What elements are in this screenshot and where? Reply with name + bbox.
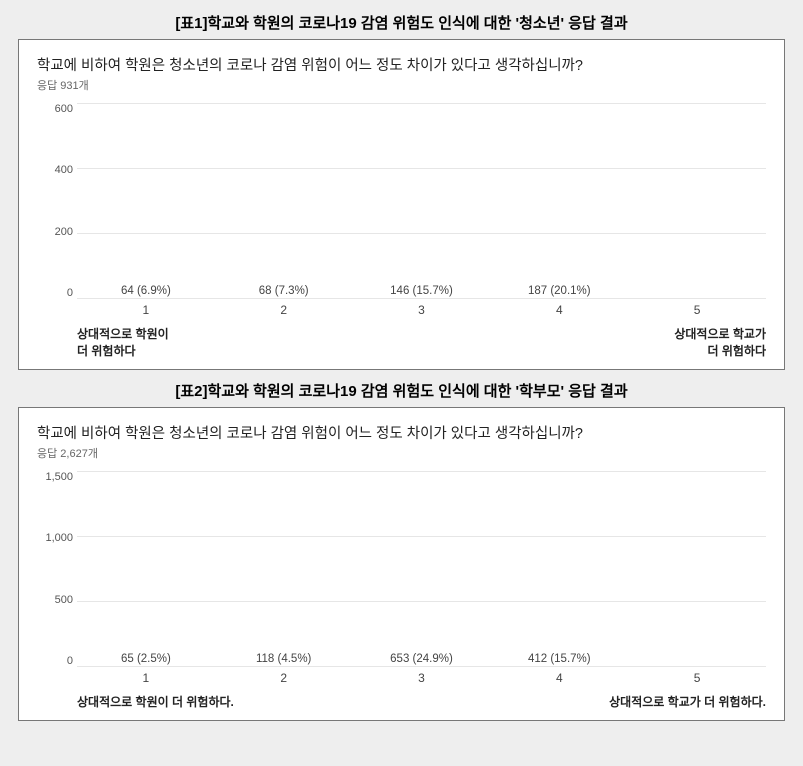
chart2-ytick: 1,000 xyxy=(37,532,73,544)
chart2-card: 학교에 비하여 학원은 청소년의 코로나 감염 위험이 어느 정도 차이가 있다… xyxy=(18,407,785,721)
chart2-bar-slot: 653 (24.9%) xyxy=(353,653,491,667)
chart2-xtick: 4 xyxy=(490,667,628,691)
chart2-xtick: 2 xyxy=(215,667,353,691)
chart1-xtick: 1 xyxy=(77,299,215,323)
chart1-plot-area: 0 200 400 600 64 (6.9%) 68 (7.3%) 146 (15.… xyxy=(37,103,766,323)
chart1-x-axis: 1 2 3 4 5 xyxy=(77,299,766,323)
chart1-card: 학교에 비하여 학원은 청소년의 코로나 감염 위험이 어느 정도 차이가 있다… xyxy=(18,39,785,370)
chart1-right-end-label: 상대적으로 학교가 더 위험하다 xyxy=(422,325,767,359)
chart1-xtick: 5 xyxy=(628,299,766,323)
chart1-ytick: 600 xyxy=(37,103,73,115)
chart2-xtick: 3 xyxy=(353,667,491,691)
chart1-ytick: 200 xyxy=(37,226,73,238)
chart1-ytick: 400 xyxy=(37,164,73,176)
chart1-title: [표1]학교와 학원의 코로나19 감염 위험도 인식에 대한 '청소년' 응답… xyxy=(0,12,803,33)
chart2-title: [표2]학교와 학원의 코로나19 감염 위험도 인식에 대한 '학부모' 응답… xyxy=(0,380,803,401)
chart2-bar-slot: 412 (15.7%) xyxy=(490,653,628,667)
chart1-bar-slot: 68 (7.3%) xyxy=(215,285,353,299)
chart2-bar-label: 653 (24.9%) xyxy=(390,653,453,665)
chart1-left-end-label: 상대적으로 학원이 더 위험하다 xyxy=(77,325,422,359)
chart1-bar-slot: 146 (15.7%) xyxy=(353,285,491,299)
chart2-end-labels: 상대적으로 학원이 더 위험하다. 상대적으로 학교가 더 위험하다. xyxy=(77,693,766,710)
chart1-plot: 64 (6.9%) 68 (7.3%) 146 (15.7%) 187 (20.1%)… xyxy=(77,103,766,323)
chart1-response-count: 응답 931개 xyxy=(37,77,766,93)
chart2-bar-label: 412 (15.7%) xyxy=(528,653,591,665)
chart2-plot: 65 (2.5%) 118 (4.5%) 653 (24.9%) 412 (15.7%… xyxy=(77,471,766,691)
chart2-bar-label: 118 (4.5%) xyxy=(256,653,311,665)
chart1-bar-slot: 64 (6.9%) xyxy=(77,285,215,299)
chart2-ytick: 0 xyxy=(37,655,73,667)
chart1-xtick: 2 xyxy=(215,299,353,323)
chart2-left-end-label: 상대적으로 학원이 더 위험하다. xyxy=(77,693,422,710)
chart2-bars: 65 (2.5%) 118 (4.5%) 653 (24.9%) 412 (15.7%… xyxy=(77,471,766,667)
chart1-xtick: 3 xyxy=(353,299,491,323)
chart2-right-end-label: 상대적으로 학교가 더 위험하다. xyxy=(422,693,767,710)
chart1-y-axis: 0 200 400 600 xyxy=(37,103,77,323)
chart1-end-labels: 상대적으로 학원이 더 위험하다 상대적으로 학교가 더 위험하다 xyxy=(77,325,766,359)
chart2-question: 학교에 비하여 학원은 청소년의 코로나 감염 위험이 어느 정도 차이가 있다… xyxy=(37,422,766,443)
chart1-bar-slot: 187 (20.1%) xyxy=(490,285,628,299)
chart1-xtick: 4 xyxy=(490,299,628,323)
chart2-ytick: 1,500 xyxy=(37,471,73,483)
chart2-xtick: 1 xyxy=(77,667,215,691)
chart2-plot-area: 0 500 1,000 1,500 65 (2.5%) 118 (4.5%) 653… xyxy=(37,471,766,691)
chart2-x-axis: 1 2 3 4 5 xyxy=(77,667,766,691)
chart1-ytick: 0 xyxy=(37,287,73,299)
chart2-bar-slot: 65 (2.5%) xyxy=(77,653,215,667)
chart1-bar-label: 187 (20.1%) xyxy=(528,285,591,297)
chart2-y-axis: 0 500 1,000 1,500 xyxy=(37,471,77,691)
chart1-bar-label: 64 (6.9%) xyxy=(121,285,171,297)
chart1-question: 학교에 비하여 학원은 청소년의 코로나 감염 위험이 어느 정도 차이가 있다… xyxy=(37,54,766,75)
chart2-response-count: 응답 2,627개 xyxy=(37,445,766,461)
chart1-bar-label: 68 (7.3%) xyxy=(259,285,309,297)
chart2-bar-slot: 118 (4.5%) xyxy=(215,653,353,667)
chart2-bar-label: 65 (2.5%) xyxy=(121,653,171,665)
chart1-bar-label: 146 (15.7%) xyxy=(390,285,453,297)
chart2-xtick: 5 xyxy=(628,667,766,691)
chart2-ytick: 500 xyxy=(37,594,73,606)
chart1-bars: 64 (6.9%) 68 (7.3%) 146 (15.7%) 187 (20.1%)… xyxy=(77,103,766,299)
